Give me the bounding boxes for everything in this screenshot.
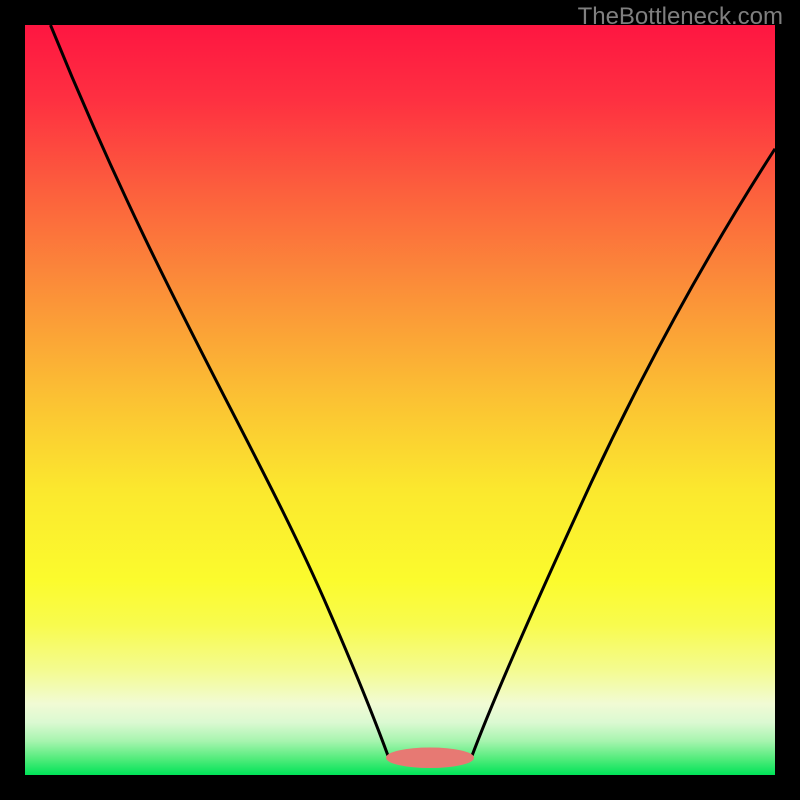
plot-svg	[25, 25, 775, 775]
chart-canvas: TheBottleneck.com	[0, 0, 800, 800]
optimal-point-marker	[387, 748, 474, 768]
gradient-background	[25, 25, 775, 775]
watermark-text: TheBottleneck.com	[578, 3, 783, 31]
plot-area	[25, 25, 775, 775]
